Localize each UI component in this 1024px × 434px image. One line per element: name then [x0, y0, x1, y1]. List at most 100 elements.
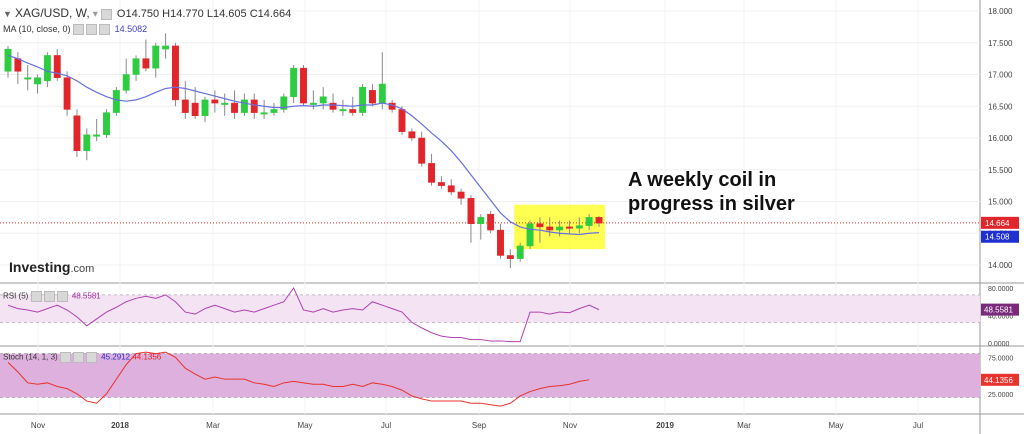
candle [24, 64, 32, 91]
rsi-label: RSI (5) [3, 291, 29, 301]
candle-body [4, 48, 12, 72]
candle [378, 52, 386, 110]
candle-body [34, 77, 41, 85]
candle-body [536, 223, 544, 228]
candle-body [437, 182, 445, 186]
last-price-tag-text: 14.664 [985, 219, 1010, 228]
candle-body [467, 198, 475, 224]
candle-body [211, 99, 219, 104]
candle [428, 153, 436, 186]
candle [300, 64, 307, 107]
candle [103, 109, 110, 138]
candle-body [349, 109, 357, 113]
stoch-tick-label: 75.0000 [988, 355, 1013, 362]
y-tick-label: 15.500 [988, 166, 1013, 175]
candle [437, 176, 445, 189]
candle-body [566, 226, 573, 229]
collapse-chevron-icon[interactable]: ▼ [3, 9, 12, 19]
candle-body [359, 86, 367, 113]
candle-body [191, 102, 199, 117]
x-tick-label: 2018 [111, 421, 129, 430]
candle [83, 128, 91, 161]
candle [546, 217, 554, 237]
y-tick-label: 16.500 [988, 102, 1013, 111]
candle [112, 87, 120, 116]
stoch-visibility-icon[interactable] [59, 352, 71, 363]
x-tick-label: Jul [381, 421, 391, 430]
candle [231, 90, 239, 119]
rsi-settings-icon[interactable] [43, 291, 55, 302]
stoch-label: Stoch (14, 1, 3) [3, 352, 58, 362]
close-label: C [249, 8, 258, 20]
candle [132, 55, 140, 81]
candle [566, 220, 573, 234]
low-value: 14.605 [212, 8, 247, 20]
candle-body [93, 134, 101, 137]
candle-body [319, 96, 327, 104]
candle-body [585, 217, 593, 226]
candle [497, 223, 504, 259]
candle [122, 58, 130, 94]
candle-body [309, 102, 317, 105]
symbol-label: XAG/USD, W, [14, 6, 90, 20]
rsi-legend: RSI (5) 48.5581 [3, 291, 101, 302]
candle-body [73, 115, 81, 151]
symbol-dropdown-icon[interactable]: ▾ [92, 9, 98, 20]
candle-body [270, 109, 278, 113]
ma-legend: MA (10, close, 0) 14.5082 [3, 24, 147, 36]
ma-visibility-icon[interactable] [73, 24, 85, 36]
candle-body [280, 96, 288, 110]
stoch-remove-icon[interactable] [85, 352, 97, 363]
ma-line [7, 54, 600, 236]
ma-remove-icon[interactable] [99, 24, 111, 36]
rsi-visibility-icon[interactable] [30, 291, 42, 302]
ma-settings-icon[interactable] [86, 24, 98, 36]
candle [585, 214, 593, 231]
candle [457, 188, 465, 205]
candle-body [487, 213, 495, 231]
stoch-d-line [7, 351, 590, 407]
candle [201, 96, 209, 123]
candle-body [477, 217, 485, 224]
candle-body [516, 245, 524, 259]
candle [172, 42, 179, 107]
candle [211, 90, 219, 113]
candle [359, 84, 367, 116]
watermark-brand: Investing [9, 259, 71, 275]
rsi-value-tag [981, 303, 1019, 316]
stoch-tick-label: 25.0000 [988, 392, 1013, 399]
candle [142, 39, 150, 72]
candle [181, 80, 189, 119]
candle [260, 99, 268, 119]
candle [4, 45, 12, 78]
candle [73, 109, 81, 158]
candle [329, 93, 337, 113]
y-tick-label: 18.000 [988, 7, 1013, 16]
candle [575, 217, 583, 234]
candle [152, 42, 160, 78]
candle-body [152, 45, 160, 69]
rsi-remove-icon[interactable] [56, 291, 68, 302]
x-tick-label: Nov [31, 421, 45, 430]
candle [369, 84, 376, 107]
candle-body [369, 90, 376, 104]
candle [339, 99, 347, 116]
candle [162, 33, 170, 59]
candle [516, 242, 524, 262]
candle [93, 118, 101, 142]
candle-body [103, 112, 110, 136]
x-tick-label: Nov [563, 421, 577, 430]
watermark-logo: Investing.com [9, 259, 94, 277]
candle-body [497, 229, 504, 256]
rsi-tick-label: 0.0000 [988, 341, 1010, 348]
stoch-settings-icon[interactable] [72, 352, 84, 363]
x-tick-label: 2019 [656, 421, 674, 430]
candle-body [300, 67, 307, 104]
candle-body [556, 226, 564, 231]
settings-icon[interactable] [100, 8, 112, 20]
candle [487, 211, 495, 234]
rsi-tick-label: 80.0000 [988, 286, 1013, 293]
candle-body [339, 109, 347, 112]
candle [447, 179, 455, 196]
